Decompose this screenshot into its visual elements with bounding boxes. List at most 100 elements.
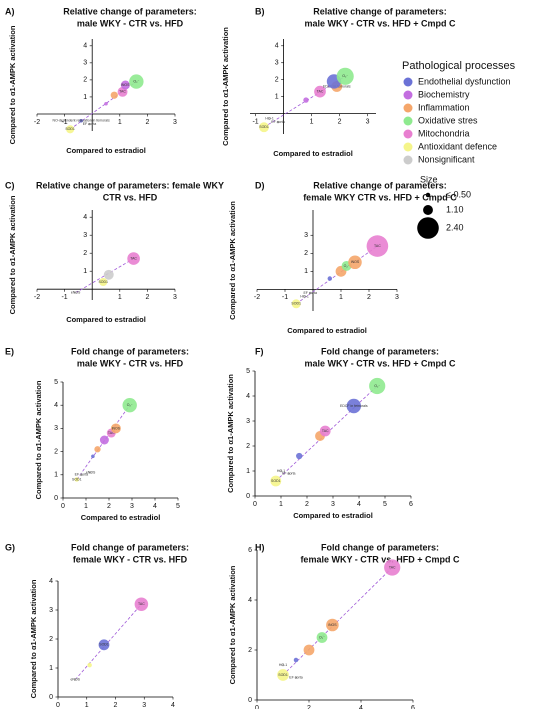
y-axis-label: Compared to α1-AMPK activation	[8, 25, 17, 144]
x-tick-label: 3	[173, 294, 177, 301]
bubble	[87, 662, 92, 668]
y-tick-label: 3	[83, 60, 87, 67]
y-axis-label: Compared to α1-AMPK activation	[228, 565, 237, 684]
bubble	[110, 91, 118, 99]
y-tick-label: 6	[248, 547, 252, 554]
bubble-label: SOD1	[278, 673, 288, 677]
y-tick-label: 2	[49, 636, 53, 643]
y-axis-label: Compared to α1-AMPK activation	[29, 579, 38, 698]
y-tick-label: 5	[246, 368, 250, 375]
y-tick-label: 1	[83, 268, 87, 275]
y-tick-label: 1	[83, 94, 87, 101]
bubble	[316, 632, 328, 643]
bubble	[327, 276, 333, 281]
bubble	[303, 295, 306, 298]
y-tick-label: 0	[49, 694, 53, 701]
bubble	[89, 471, 92, 474]
panel-letter: F)	[255, 346, 264, 356]
x-tick-label: 3	[130, 503, 134, 510]
x-tick-label: -2	[34, 294, 40, 301]
panel-title: male WKY - CTR vs. HFD	[77, 358, 184, 368]
size-legend-label: 1.10	[446, 204, 464, 214]
legend-label: Inflammation	[418, 102, 470, 112]
x-tick-label: 5	[176, 503, 180, 510]
x-tick-label: -2	[34, 119, 40, 126]
legend-swatch	[403, 90, 413, 100]
x-tick-label: 2	[307, 705, 311, 709]
bubble-label: EF aorta	[83, 122, 96, 126]
y-tick-label: 0	[246, 493, 250, 500]
x-tick-label: 1	[339, 294, 343, 301]
bubble	[74, 291, 77, 295]
x-tick-label: 4	[359, 705, 363, 709]
panel-title: Fold change of parameters:	[71, 542, 189, 552]
y-tick-label: 4	[83, 43, 87, 50]
y-axis-label: Compared to α1-AMPK activation	[8, 195, 17, 314]
bubble	[369, 377, 386, 395]
x-axis-label: Compared to estradiol	[273, 149, 353, 158]
panel-title: Relative change of parameters:	[313, 180, 447, 190]
x-tick-label: 2	[145, 119, 149, 126]
bubble	[268, 117, 271, 121]
trend-line	[275, 385, 378, 482]
bubble-label: TAC	[138, 602, 145, 606]
legend-swatch	[403, 129, 413, 139]
bubble	[66, 125, 75, 134]
bubble	[308, 291, 312, 295]
panel-letter: G)	[5, 542, 15, 552]
bubble	[281, 663, 285, 667]
x-tick-label: -1	[61, 294, 67, 301]
x-tick-label: 0	[56, 702, 60, 709]
x-tick-label: 3	[142, 702, 146, 709]
y-tick-label: 2	[83, 77, 87, 84]
x-tick-label: 1	[118, 294, 122, 301]
bubble	[276, 120, 280, 124]
bubble	[94, 446, 101, 453]
y-tick-label: 2	[304, 250, 308, 257]
bubble-label: NO-dependent relaxation in femorals	[53, 119, 110, 123]
y-tick-label: 1	[49, 665, 53, 672]
panel-title: Relative change of parameters:	[313, 6, 447, 16]
bubble	[73, 678, 77, 681]
x-axis-label: Compared to estradiol	[66, 315, 146, 324]
y-tick-label: 2	[275, 77, 279, 84]
y-tick-label: 0	[248, 697, 252, 704]
bubble-label: SOD1	[259, 125, 269, 129]
bubble	[120, 80, 130, 90]
trend-line	[75, 258, 134, 294]
x-tick-label: -1	[282, 294, 288, 301]
bubble-label: iNOS	[351, 260, 360, 264]
y-tick-label: 1	[246, 468, 250, 475]
y-tick-label: 2	[83, 250, 87, 257]
x-tick-label: 0	[255, 705, 259, 709]
y-axis-label: Compared to α1-AMPK activation	[228, 201, 237, 320]
bubble-label: EF aorta	[303, 291, 316, 295]
bubble	[303, 97, 309, 103]
bubble-label: EF aorta	[75, 473, 88, 477]
legend-label: Antioxidant defence	[418, 141, 497, 151]
panel-title: CTR vs. HFD	[103, 192, 158, 202]
x-tick-label: 4	[153, 503, 157, 510]
y-tick-label: 4	[49, 578, 53, 585]
x-tick-label: 6	[409, 501, 413, 508]
bubble	[99, 277, 108, 287]
bubble-label: O₂⁻	[344, 264, 350, 268]
size-legend-mark	[425, 192, 431, 198]
panel-letter: D)	[255, 180, 265, 190]
y-tick-label: 0	[54, 495, 58, 502]
x-tick-label: 4	[357, 501, 361, 508]
x-tick-label: 1	[85, 702, 89, 709]
bubble-label: EF aorta	[289, 675, 302, 679]
bubble-label: TAC	[119, 90, 126, 94]
panel-title: female WKY - CTR vs. HFD	[73, 554, 188, 564]
bubble	[366, 235, 389, 257]
panel-letter: E)	[5, 346, 14, 356]
y-tick-label: 4	[275, 43, 279, 50]
bubble	[99, 435, 109, 445]
x-axis-label: Compared to estradiol	[66, 146, 146, 155]
bubble	[104, 101, 108, 106]
y-axis-label: Compared to α1-AMPK activation	[34, 380, 43, 499]
bubble	[294, 676, 298, 679]
bubble	[110, 423, 121, 434]
